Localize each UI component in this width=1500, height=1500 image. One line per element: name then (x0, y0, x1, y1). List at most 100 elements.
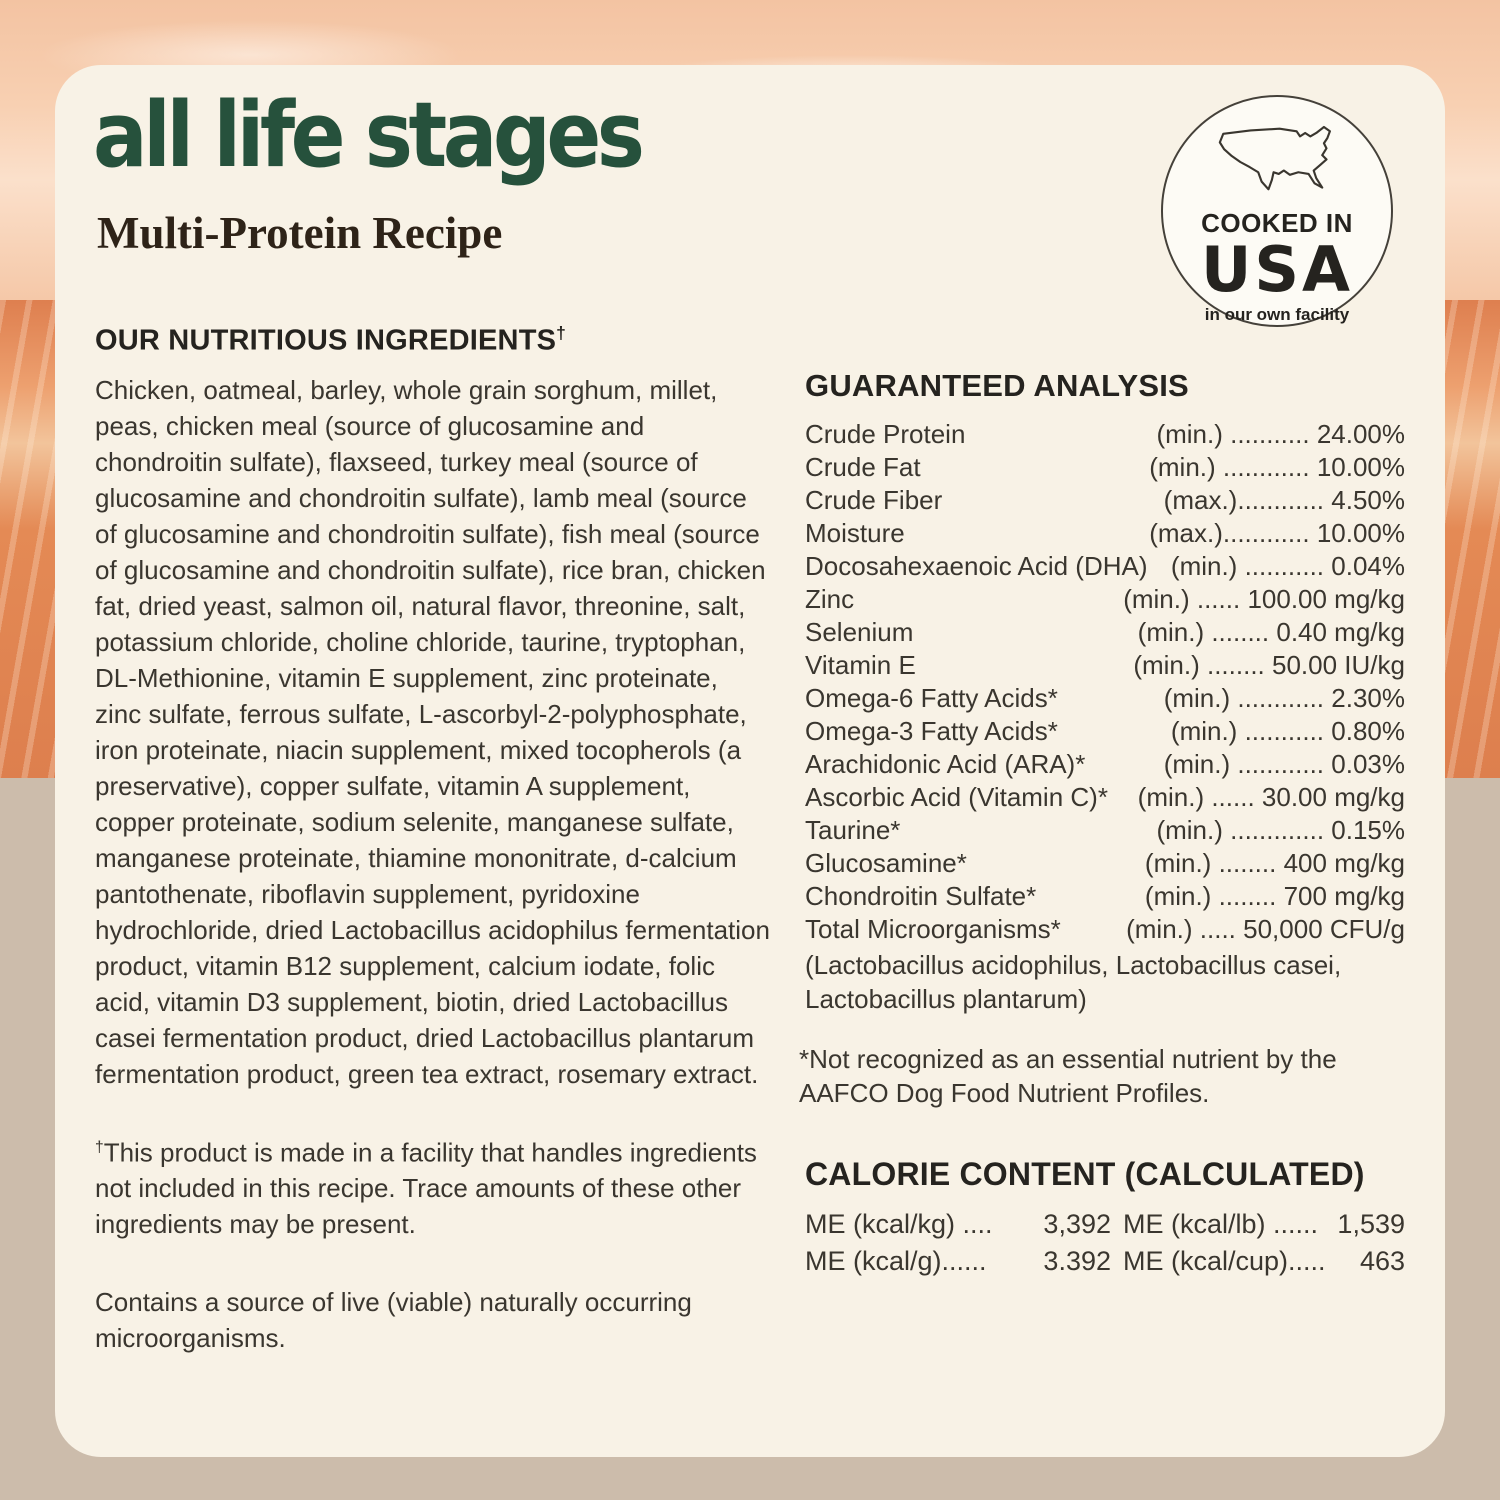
nutrient-value: 30.00 mg/kg (1261, 782, 1405, 812)
nutrient-name: Total Microorganisms* (805, 914, 1061, 944)
nutrient-qualifier: (min.) (1137, 617, 1205, 647)
nutrient-value: 2.30% (1331, 683, 1405, 713)
nutrient-qualifier: (min.) (1144, 848, 1212, 878)
ingredients-text: Chicken, oatmeal, barley, whole grain so… (95, 374, 770, 1089)
page-subtitle: Multi-Protein Recipe (97, 208, 503, 258)
nutrient-value: 0.80% (1331, 716, 1405, 746)
calorie-label: ME (kcal/lb) (1123, 1209, 1266, 1239)
nutrient-value: 700 mg/kg (1283, 881, 1405, 911)
nutrient-value: 50,000 CFU/g (1243, 914, 1405, 944)
nutrient-value: 400 mg/kg (1283, 848, 1405, 878)
nutrient-qualifier: (min.) (1156, 419, 1223, 449)
ingredients-heading-text: OUR NUTRITIOUS INGREDIENTS (95, 324, 557, 357)
page-title: all life stages (93, 83, 645, 188)
dot-leader: ...... (1265, 1209, 1319, 1239)
nutrient-value: 24.00% (1316, 419, 1405, 449)
dot-leader: ............ (1237, 485, 1332, 515)
nutrient-qualifier: (min.) (1170, 551, 1238, 581)
nutrient-name: Taurine* (805, 815, 901, 845)
calorie-content-heading: CALORIE CONTENT (CALCULATED) (805, 1156, 1365, 1192)
nutrient-qualifier: (min.) (1163, 683, 1231, 713)
nutrient-name: Chondroitin Sulfate* (805, 881, 1037, 911)
nutrient-name: Crude Fat (805, 452, 921, 482)
nutrient-qualifier: (min.) (1149, 452, 1216, 482)
dot-leader: ........... (1237, 716, 1332, 746)
table-row: Selenium (min.) ........ 0.40 mg/kg (805, 616, 1405, 649)
table-row: Crude Fat (min.) ............ 10.00% (805, 451, 1405, 484)
dot-leader: ........ (1211, 881, 1284, 911)
nutrient-qualifier: (max.) (1149, 518, 1223, 548)
calorie-value: 3,392 (1043, 1209, 1111, 1239)
dot-leader: ............ (1222, 518, 1317, 548)
table-row: Crude Fiber (max.)............ 4.50% (805, 484, 1405, 517)
calorie-item: ME (kcal/g)...... 3.392 (805, 1246, 1111, 1277)
nutrient-qualifier: (min.) (1126, 914, 1193, 944)
table-row: Total Microorganisms* (min.) ..... 50,000… (805, 913, 1405, 946)
aafco-footnote: *Not recognized as an essential nutrient… (799, 1044, 1337, 1108)
table-row: Omega-6 Fatty Acids* (min.) ............ … (805, 682, 1405, 715)
nutrient-value: 10.00% (1316, 518, 1405, 548)
dot-leader: ............ (1215, 452, 1317, 482)
nutrient-value: 4.50% (1331, 485, 1405, 515)
dot-leader: ........ (1204, 617, 1277, 647)
nutrient-qualifier: (min.) (1170, 716, 1238, 746)
microorganisms-note: Contains a source of live (viable) natur… (95, 1287, 692, 1354)
nutrient-name: Omega-3 Fatty Acids* (805, 716, 1058, 746)
table-row: Vitamin E (min.) ........ 50.00 IU/kg (805, 649, 1405, 682)
dot-leader: ........... (1222, 419, 1317, 449)
nutrient-value: 50.00 IU/kg (1272, 650, 1405, 680)
badge-line1: COOKED IN (1201, 208, 1353, 238)
calorie-item: ME (kcal/cup)..... 463 (1123, 1246, 1405, 1277)
calorie-value: 1,539 (1337, 1209, 1405, 1239)
nutrient-qualifier: (max.) (1163, 485, 1238, 515)
calorie-item: ME (kcal/kg) .... 3,392 (805, 1209, 1111, 1240)
dot-leader: ...... (941, 1246, 995, 1276)
calorie-value: 463 (1359, 1246, 1405, 1276)
nutrient-value: 0.40 mg/kg (1276, 617, 1405, 647)
nutrient-qualifier: (min.) (1156, 815, 1223, 845)
nutrient-qualifier: (min.) (1163, 749, 1231, 779)
guaranteed-analysis-table: Crude Protein (min.) ........... 24.00% C… (805, 418, 1405, 946)
dot-leader: ............. (1222, 815, 1332, 845)
badge-line3: in our own facility (1204, 305, 1350, 324)
dot-leader: ........ (1199, 650, 1273, 680)
facility-footnote-text: This product is made in a facility that … (95, 1137, 757, 1240)
table-row: Glucosamine* (min.) ........ 400 mg/kg (805, 847, 1405, 880)
dot-leader: ............ (1230, 683, 1332, 713)
nutrient-name: Omega-6 Fatty Acids* (805, 683, 1058, 713)
nutrient-name: Crude Protein (805, 419, 966, 449)
usa-map-icon (1218, 125, 1331, 191)
nutrient-value: 100.00 mg/kg (1247, 584, 1405, 614)
facility-footnote: †This product is made in a facility that… (95, 1130, 771, 1243)
nutrient-name: Vitamin E (805, 650, 916, 680)
nutrient-name: Selenium (805, 617, 914, 647)
table-row: Arachidonic Acid (ARA)* (min.) ..........… (805, 748, 1405, 781)
dot-leader: ...... (1189, 584, 1248, 614)
calorie-item: ME (kcal/lb) ...... 1,539 (1123, 1209, 1405, 1240)
table-row: Crude Protein (min.) ........... 24.00% (805, 418, 1405, 451)
nutrient-name: Crude Fiber (805, 485, 943, 515)
microorganism-species-note: (Lactobacillus acidophilus, Lactobacillu… (805, 950, 1342, 1014)
table-row: Chondroitin Sulfate* (min.) ........ 700 … (805, 880, 1405, 913)
analysis-column: GUARANTEED ANALYSIS Crude Protein (min.) … (799, 368, 1405, 1277)
dagger-mark: † (95, 1138, 104, 1156)
ingredients-column: OUR NUTRITIOUS INGREDIENTS† Chicken, oat… (95, 323, 771, 1356)
nutrient-name: Ascorbic Acid (Vitamin C)* (805, 782, 1108, 812)
nutrient-value: 0.15% (1331, 815, 1405, 845)
table-row: Taurine* (min.) ............. 0.15% (805, 814, 1405, 847)
nutrient-name: Glucosamine* (805, 848, 967, 878)
nutrient-name: Docosahexaenoic Acid (DHA) (805, 551, 1148, 581)
table-row: Moisture (max.)............ 10.00% (805, 517, 1405, 550)
dot-leader: ............ (1230, 749, 1332, 779)
guaranteed-analysis-heading: GUARANTEED ANALYSIS (805, 368, 1189, 403)
cooked-in-usa-badge: COOKED IN USA in our own facility (1161, 95, 1393, 327)
dagger-mark: † (556, 323, 567, 343)
nutrient-name: Moisture (805, 518, 905, 548)
nutrient-name: Arachidonic Acid (ARA)* (805, 749, 1086, 779)
dot-leader: ..... (1192, 914, 1244, 944)
dot-leader: ........... (1237, 551, 1332, 581)
calorie-label: ME (kcal/kg) (805, 1209, 956, 1239)
nutrient-value: 0.04% (1331, 551, 1405, 581)
calorie-content-table: ME (kcal/kg) .... 3,392 ME (kcal/lb) ...… (805, 1209, 1405, 1277)
table-row: Omega-3 Fatty Acids* (min.) ........... 0… (805, 715, 1405, 748)
